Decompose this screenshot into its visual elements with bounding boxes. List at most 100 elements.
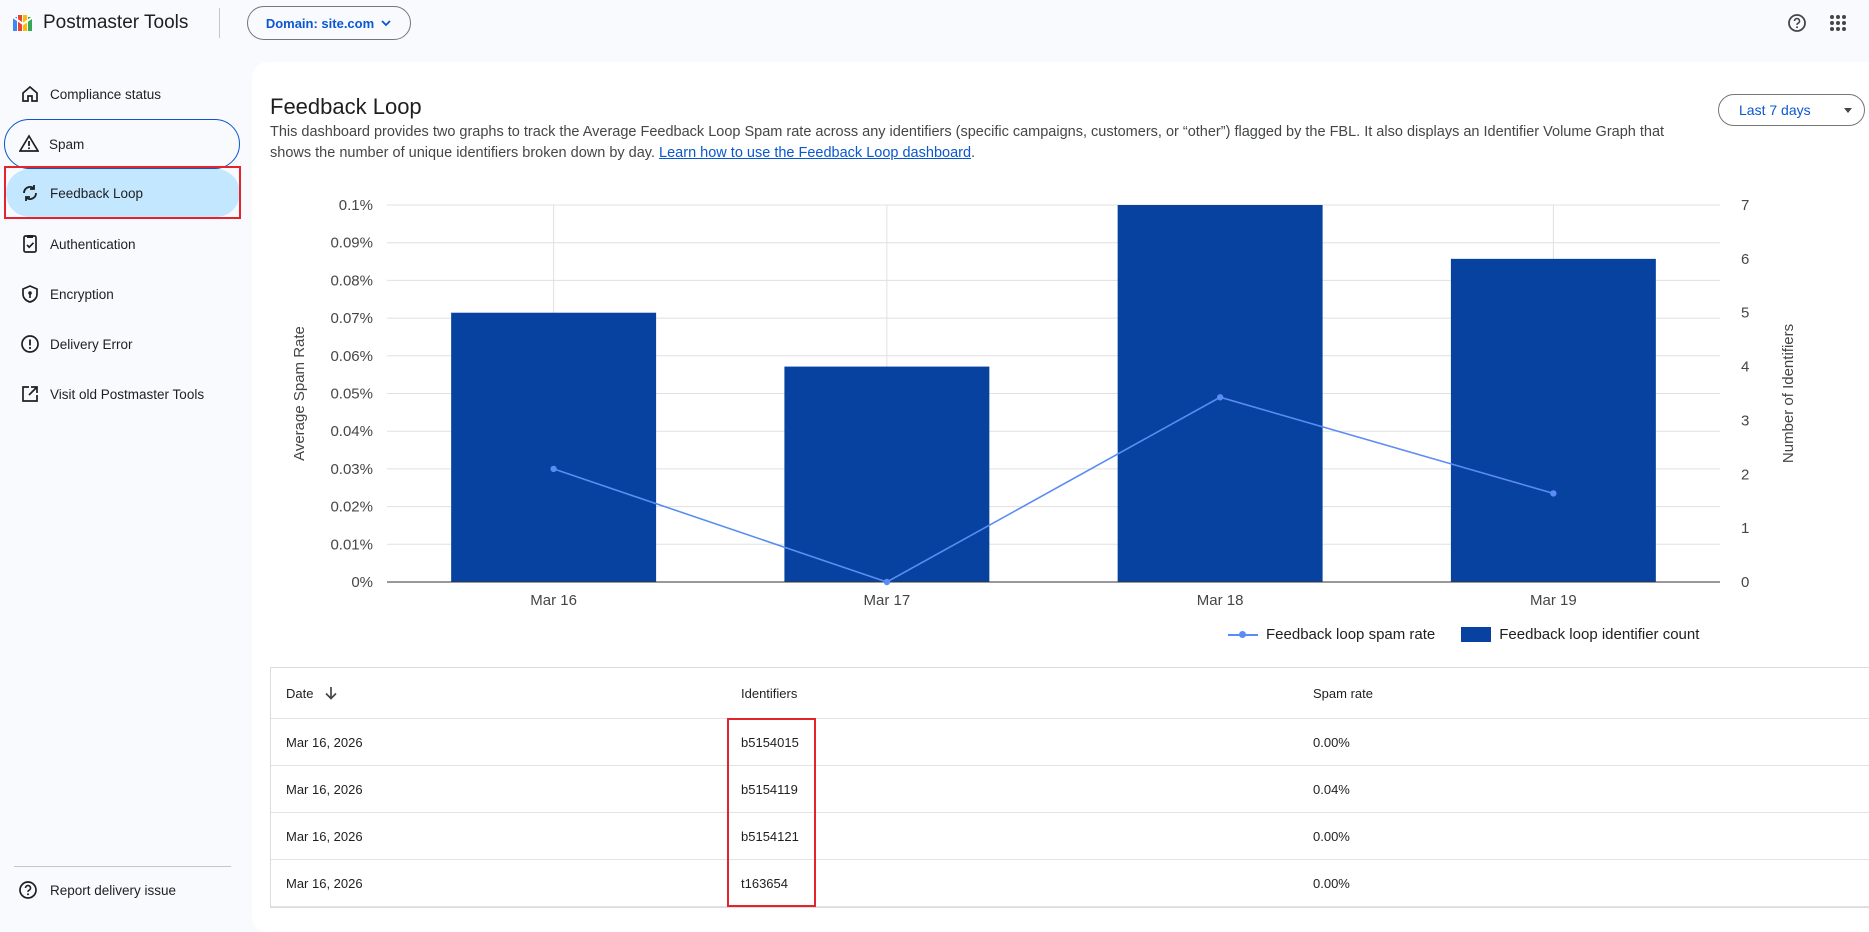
sidebar-item-report-delivery-issue[interactable]: Report delivery issue — [6, 879, 176, 901]
domain-selector-label: Domain: site.com — [265, 15, 375, 31]
cell-identifier: b5154015 — [741, 734, 799, 750]
y-axis-title-left: Average Spam Rate — [291, 326, 308, 461]
y-tick-label-right: 3 — [1741, 412, 1749, 429]
date-range-select[interactable]: Last 7 days — [1718, 94, 1865, 126]
postmaster-logo-icon — [12, 15, 34, 31]
y-tick-label-left: 0.08% — [330, 272, 373, 289]
column-header-identifiers[interactable]: Identifiers — [741, 685, 798, 701]
page-title: Feedback Loop — [270, 94, 422, 119]
table-row[interactable]: Mar 16, 2026 t163654 0.00% — [271, 860, 1869, 907]
feedback-loop-chart: 0% 0.01% 0.02% 0.03% 0.04% 0.05% 0.06% 0.07% 0.0… — [291, 197, 1797, 609]
table-row[interactable]: Mar 16, 2026 b5154119 0.04% — [271, 766, 1869, 813]
chart-legend: Feedback loop spam rate Feedback loop id… — [1228, 626, 1699, 643]
badge-check-icon — [23, 235, 37, 253]
bar — [1117, 205, 1323, 582]
y-tick-label-right: 1 — [1741, 520, 1749, 537]
y-tick-label-left: 0.04% — [330, 423, 373, 440]
column-header-label: Date — [286, 685, 314, 701]
y-tick-label-left: 0.06% — [330, 348, 373, 365]
open-external-icon — [22, 386, 38, 402]
y-tick-label-right: 4 — [1741, 359, 1749, 376]
bar — [784, 366, 990, 582]
x-tick-label: Mar 18 — [1197, 592, 1244, 609]
identifiers-table: Date Identifiers Spam rate Mar 16, 2026 … — [270, 667, 1869, 908]
y-tick-label-left: 0.07% — [330, 310, 373, 327]
cell-spam-rate: 0.00% — [1313, 828, 1350, 844]
header-divider — [219, 8, 220, 38]
y-tick-label-left: 0.05% — [330, 386, 373, 403]
table-row[interactable]: Mar 16, 2026 b5154015 0.00% — [271, 719, 1869, 766]
y-tick-label-left: 0% — [351, 574, 373, 591]
sync-icon — [23, 185, 37, 201]
y-tick-label-left: 0.09% — [330, 235, 373, 252]
line-point — [550, 465, 557, 473]
sidebar-item-label: Feedback Loop — [50, 185, 144, 201]
sidebar-item-label: Delivery Error — [50, 336, 133, 352]
sidebar-item-encryption[interactable]: Encryption — [6, 270, 240, 318]
description-end: . — [971, 145, 976, 161]
cell-spam-rate: 0.00% — [1313, 875, 1350, 891]
sidebar-item-spam[interactable]: Spam — [4, 119, 240, 169]
sidebar-item-visit-old-postmaster[interactable]: Visit old Postmaster Tools — [6, 370, 240, 418]
top-bar: Postmaster Tools Domain: site.com — [0, 0, 1869, 50]
sidebar-item-label: Spam — [49, 136, 85, 152]
column-header-spam-rate[interactable]: Spam rate — [1313, 685, 1373, 701]
shield-icon — [22, 285, 38, 303]
legend-label-identifier-count: Feedback loop identifier count — [1499, 626, 1700, 643]
series-line — [553, 396, 1554, 583]
sidebar-item-feedback-loop[interactable]: Feedback Loop — [6, 169, 240, 217]
column-header-date[interactable]: Date — [286, 668, 339, 718]
apps-grid-icon[interactable] — [1829, 14, 1847, 32]
sidebar-item-authentication[interactable]: Authentication — [6, 220, 240, 268]
sort-arrow-down-icon[interactable] — [323, 685, 339, 701]
sidebar-nav: Compliance status Spam Feedback Loop Aut… — [0, 50, 250, 913]
y-tick-label-right: 6 — [1741, 251, 1749, 268]
cell-identifier: b5154121 — [741, 828, 799, 844]
sidebar-divider — [14, 866, 231, 867]
learn-more-link[interactable]: Learn how to use the Feedback Loop dashb… — [659, 145, 972, 161]
x-tick-label: Mar 19 — [1530, 592, 1577, 609]
sidebar-item-label: Authentication — [50, 236, 136, 252]
cell-date: Mar 16, 2026 — [286, 781, 363, 797]
sidebar-item-label: Compliance status — [50, 86, 162, 102]
home-icon — [22, 85, 38, 102]
y-tick-label-left: 0.01% — [330, 536, 373, 553]
legend-line-swatch — [1228, 630, 1258, 640]
domain-selector-button[interactable]: Domain: site.com — [247, 6, 411, 40]
caret-down-icon — [1844, 108, 1852, 113]
line-point — [1550, 490, 1557, 497]
cell-identifier: b5154119 — [741, 781, 798, 797]
line-point — [1216, 394, 1224, 401]
y-tick-label-left: 0.1% — [339, 197, 373, 214]
cell-identifier: t163654 — [741, 875, 788, 891]
y-tick-label-right: 7 — [1741, 197, 1749, 214]
help-circle-icon — [19, 881, 37, 899]
y-tick-label-right: 0 — [1741, 574, 1749, 591]
cell-date: Mar 16, 2026 — [286, 828, 363, 844]
bar — [1450, 258, 1656, 582]
legend-label-spam-rate: Feedback loop spam rate — [1266, 626, 1436, 643]
table-header-row: Date Identifiers Spam rate — [271, 668, 1869, 719]
y-tick-label-right: 5 — [1741, 305, 1749, 322]
warning-icon — [19, 134, 39, 152]
page-description: This dashboard provides two graphs to tr… — [270, 122, 1700, 164]
x-tick-label: Mar 16 — [530, 592, 577, 609]
y-tick-label-left: 0.03% — [330, 461, 373, 478]
sidebar-item-label: Visit old Postmaster Tools — [50, 386, 205, 402]
identifiers-highlight-box — [727, 718, 816, 907]
sidebar-item-label: Report delivery issue — [50, 882, 177, 898]
description-text: This dashboard provides two graphs to tr… — [270, 124, 1665, 161]
bar — [451, 312, 657, 582]
sidebar-item-label: Encryption — [50, 286, 114, 302]
sidebar-item-compliance-status[interactable]: Compliance status — [6, 70, 240, 118]
feedback-loop-highlight-box — [4, 166, 241, 219]
sidebar-item-delivery-error[interactable]: Delivery Error — [6, 320, 240, 368]
chevron-down-icon — [381, 20, 391, 27]
table-row[interactable]: Mar 16, 2026 b5154121 0.00% — [271, 813, 1869, 860]
help-icon[interactable] — [1787, 13, 1807, 33]
cell-spam-rate: 0.00% — [1313, 734, 1350, 750]
x-tick-label: Mar 17 — [864, 592, 911, 609]
legend-bar-swatch — [1461, 627, 1492, 642]
y-tick-label-left: 0.02% — [330, 499, 373, 516]
y-axis-title-right: Number of Identifiers — [1780, 324, 1797, 463]
